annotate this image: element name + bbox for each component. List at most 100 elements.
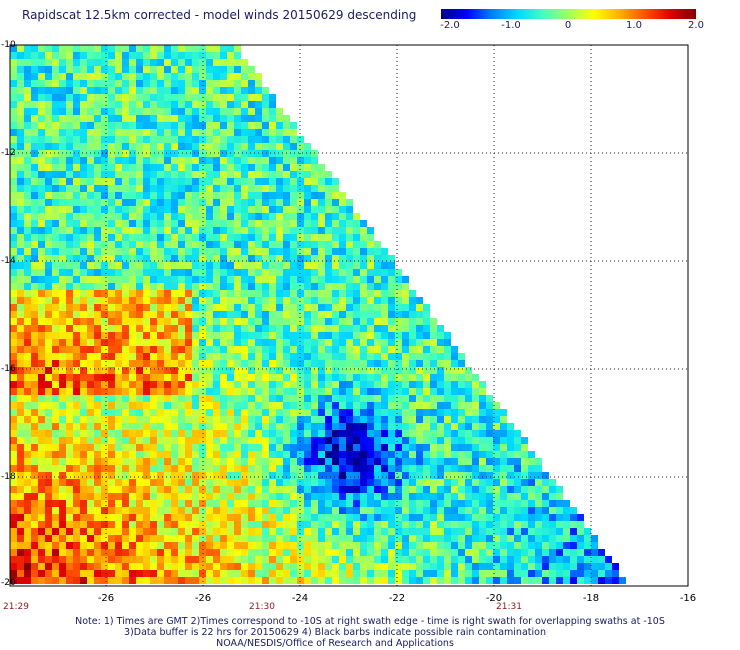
swath-cell (31, 325, 38, 332)
swath-cell (241, 66, 248, 73)
swath-cell (101, 227, 108, 234)
swath-cell (171, 241, 178, 248)
swath-cell (94, 157, 101, 164)
swath-cell (318, 213, 325, 220)
swath-cell (416, 479, 423, 486)
swath-cell (283, 423, 290, 430)
swath-cell (171, 528, 178, 535)
swath-cell (115, 80, 122, 87)
swath-cell (66, 255, 73, 262)
swath-cell (87, 430, 94, 437)
swath-cell (458, 570, 465, 577)
swath-cell (45, 192, 52, 199)
swath-cell (115, 542, 122, 549)
swath-cell (248, 115, 255, 122)
swath-cell (339, 269, 346, 276)
swath-cell (164, 318, 171, 325)
swath-cell (129, 430, 136, 437)
swath-cell (395, 381, 402, 388)
swath-cell (66, 493, 73, 500)
swath-cell (171, 374, 178, 381)
swath-cell (59, 185, 66, 192)
swath-cell (213, 423, 220, 430)
swath-cell (213, 115, 220, 122)
swath-cell (283, 283, 290, 290)
swath-cell (423, 521, 430, 528)
swath-cell (157, 248, 164, 255)
swath-cell (255, 416, 262, 423)
swath-cell (360, 465, 367, 472)
swath-cell (94, 283, 101, 290)
swath-cell (248, 465, 255, 472)
swath-cell (367, 465, 374, 472)
swath-cell (52, 220, 59, 227)
swath-cell (45, 283, 52, 290)
swath-cell (199, 360, 206, 367)
swath-cell (437, 339, 444, 346)
swath-cell (52, 276, 59, 283)
swath-cell (472, 430, 479, 437)
swath-cell (493, 472, 500, 479)
lon-label-5: -18 (582, 593, 600, 604)
swath-cell (143, 423, 150, 430)
swath-cell (73, 402, 80, 409)
swath-cell (325, 451, 332, 458)
swath-cell (332, 339, 339, 346)
swath-cell (430, 549, 437, 556)
swath-cell (80, 458, 87, 465)
swath-cell (521, 556, 528, 563)
swath-cell (605, 563, 612, 570)
swath-cell (115, 87, 122, 94)
swath-cell (108, 185, 115, 192)
swath-cell (535, 514, 542, 521)
swath-cell (269, 563, 276, 570)
swath-cell (192, 346, 199, 353)
swath-cell (157, 409, 164, 416)
swath-cell (339, 563, 346, 570)
swath-cell (101, 388, 108, 395)
swath-cell (276, 276, 283, 283)
swath-cell (248, 129, 255, 136)
swath-cell (311, 535, 318, 542)
swath-cell (234, 94, 241, 101)
swath-cell (171, 178, 178, 185)
swath-cell (528, 521, 535, 528)
swath-cell (10, 283, 17, 290)
swath-cell (122, 269, 129, 276)
swath-cell (24, 507, 31, 514)
swath-cell (262, 444, 269, 451)
swath-cell (101, 241, 108, 248)
swath-cell (150, 556, 157, 563)
swath-cell (115, 108, 122, 115)
swath-cell (535, 465, 542, 472)
swath-cell (458, 367, 465, 374)
swath-cell (213, 255, 220, 262)
swath-cell (325, 374, 332, 381)
swath-cell (94, 332, 101, 339)
swath-cell (423, 360, 430, 367)
swath-cell (171, 388, 178, 395)
swath-cell (227, 276, 234, 283)
swath-cell (178, 374, 185, 381)
swath-cell (241, 388, 248, 395)
swath-cell (122, 465, 129, 472)
swath-cell (227, 451, 234, 458)
swath-cell (353, 507, 360, 514)
swath-cell (283, 234, 290, 241)
swath-cell (206, 360, 213, 367)
swath-cell (325, 486, 332, 493)
swath-cell (472, 479, 479, 486)
swath-cell (248, 290, 255, 297)
swath-cell (24, 563, 31, 570)
swath-cell (493, 458, 500, 465)
swath-cell (66, 192, 73, 199)
swath-cell (556, 507, 563, 514)
swath-cell (115, 269, 122, 276)
swath-cell (199, 192, 206, 199)
swath-cell (129, 486, 136, 493)
swath-cell (388, 514, 395, 521)
swath-cell (220, 157, 227, 164)
swath-cell (178, 115, 185, 122)
swath-cell (339, 360, 346, 367)
swath-cell (241, 318, 248, 325)
